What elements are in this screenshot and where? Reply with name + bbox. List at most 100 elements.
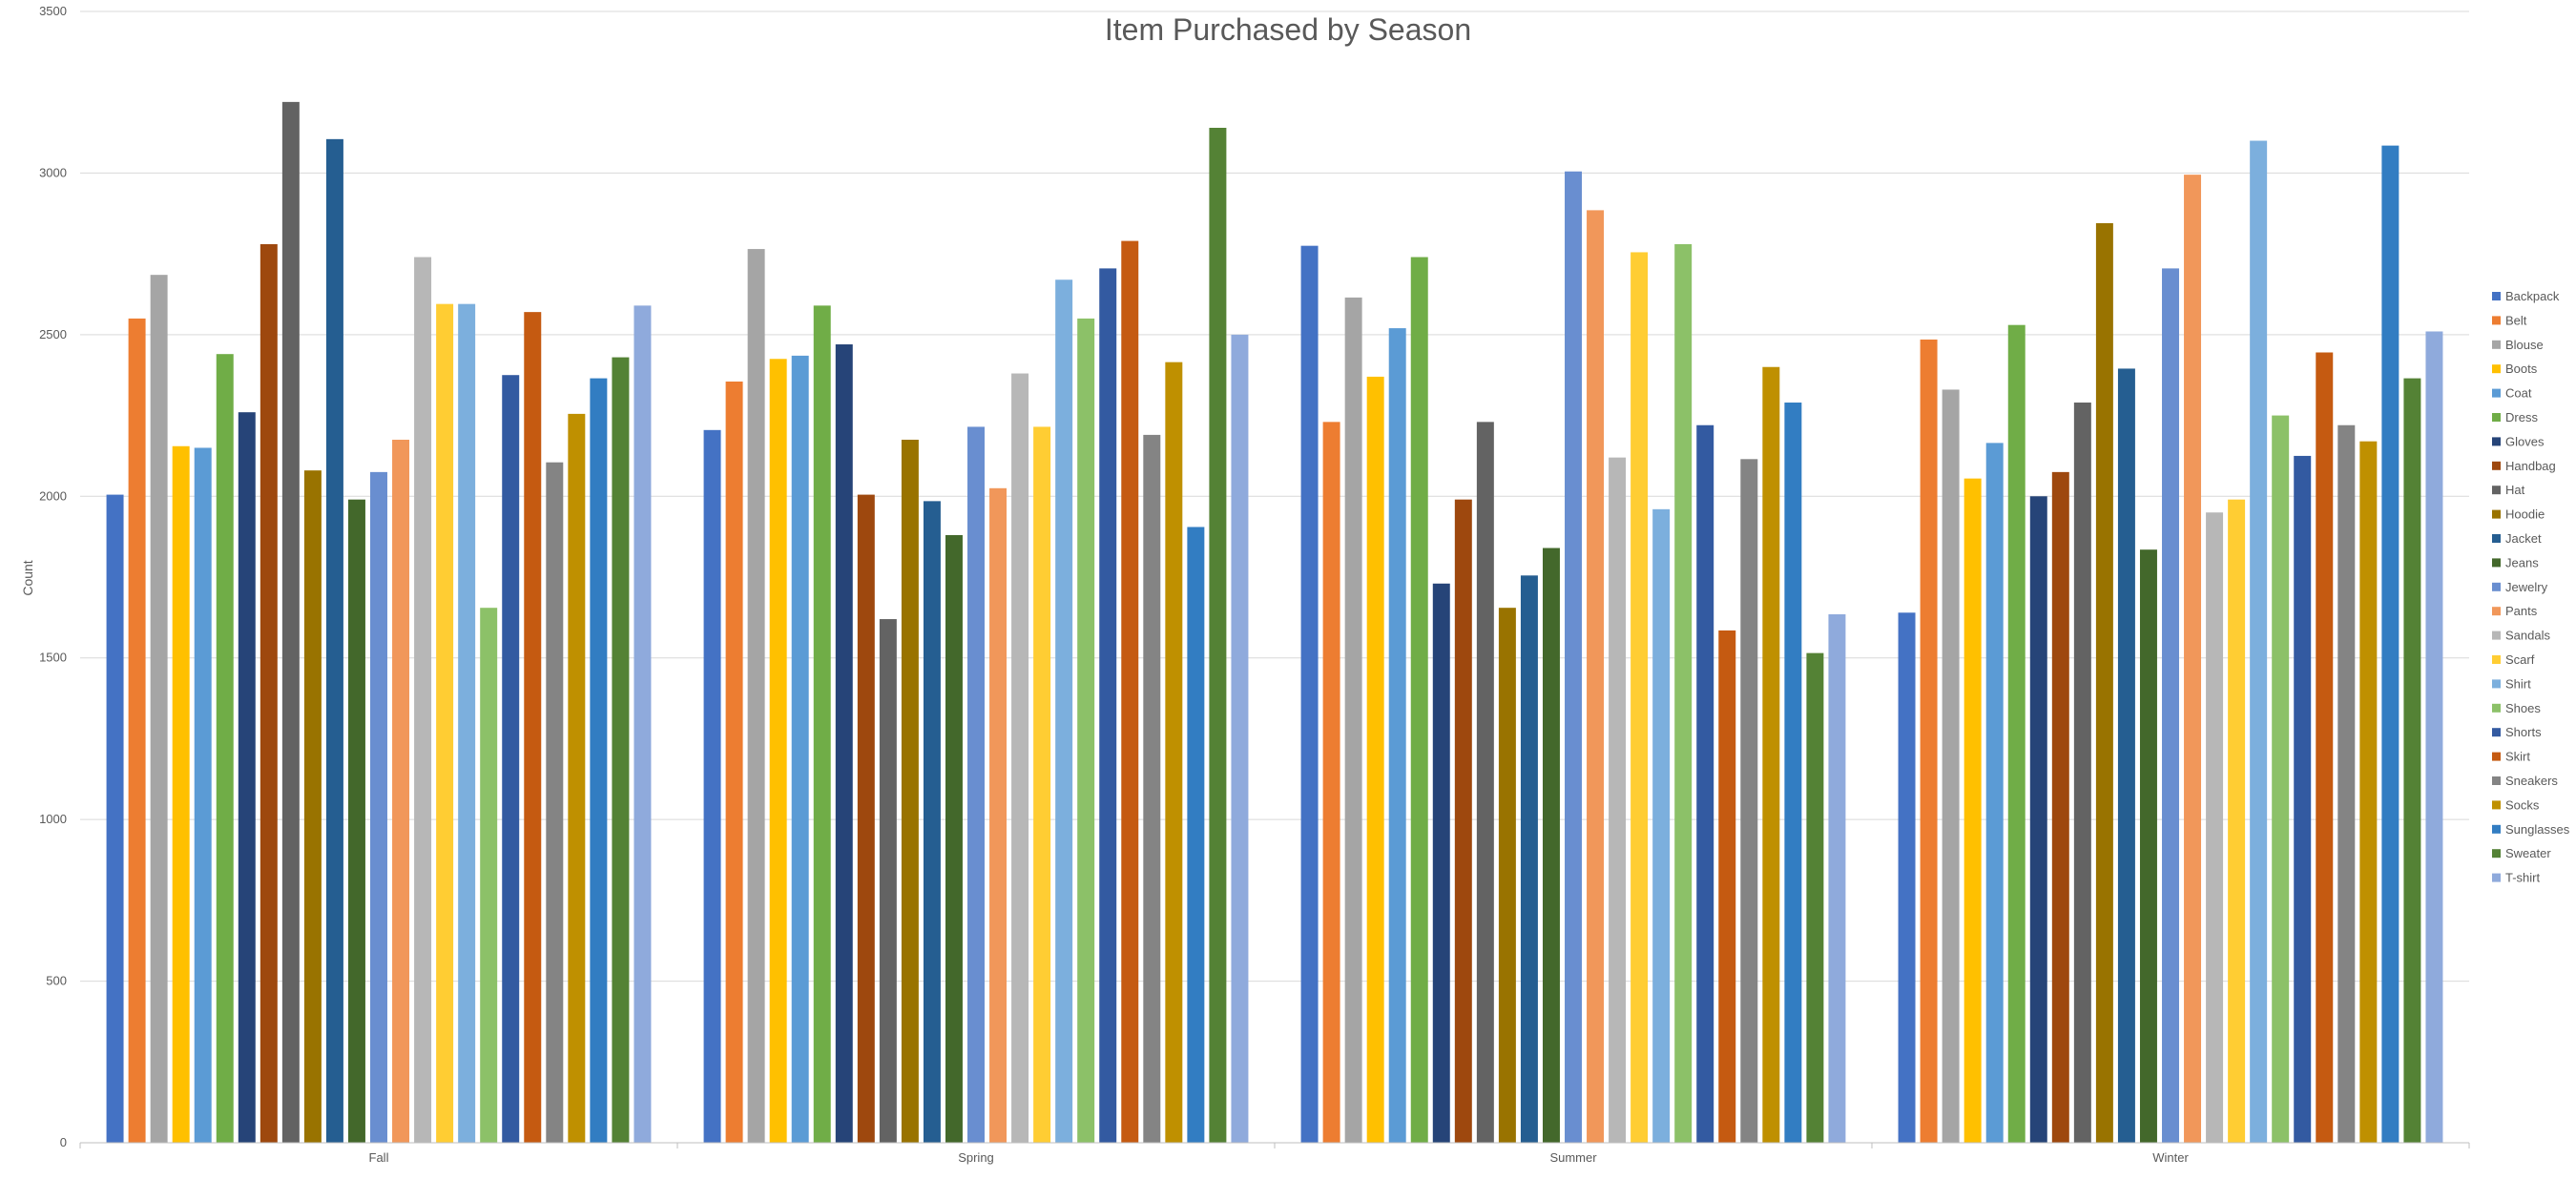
bar-summer-coat [1388,328,1406,1144]
bar-fall-shorts [502,375,520,1143]
x-category-label: Winter [2152,1150,2189,1165]
bar-spring-gloves [835,344,853,1144]
legend-swatch [2492,776,2501,785]
bar-spring-sunglasses [1187,527,1205,1143]
bar-summer-dress [1410,257,1428,1143]
bar-fall-skirt [524,312,542,1143]
legend-label: Jeans [2505,555,2539,569]
bar-winter-blouse [1942,389,1960,1143]
legend-label: T-shirt [2505,871,2541,885]
legend-label: Sneakers [2505,774,2558,788]
bar-spring-sweater [1209,127,1227,1144]
y-tick-label: 1500 [39,651,67,665]
legend-label: Socks [2505,797,2540,812]
bar-spring-pants [989,487,1008,1143]
y-tick-label: 3500 [39,4,67,18]
bar-summer-pants [1587,210,1605,1143]
y-tick-label: 3000 [39,165,67,179]
legend-label: Sunglasses [2505,822,2570,837]
bar-summer-shirt [1652,508,1671,1143]
legend-swatch [2492,486,2501,495]
bar-summer-belt [1322,422,1340,1143]
bar-spring-socks [1165,362,1183,1143]
bar-winter-gloves [2029,496,2047,1143]
axes: 0 500 1000 1500 2000 2500 3000 3500 Fall Spring Su… [39,4,2470,1165]
bar-fall-pants [392,439,410,1143]
legend-swatch [2492,800,2501,810]
legend-label: Sandals [2505,629,2550,643]
bar-fall-sunglasses [590,378,608,1143]
bar-winter-boots [1963,478,1982,1143]
bar-spring-t-shirt [1231,334,1249,1143]
legend-swatch [2492,679,2501,689]
bar-spring-hoodie [901,439,919,1143]
legend-swatch [2492,824,2501,834]
legend-label: Handbag [2505,459,2556,473]
bar-fall-sandals [414,257,432,1143]
bar-winter-backpack [1898,612,1916,1143]
legend-swatch [2492,534,2501,543]
bar-spring-scarf [1033,426,1051,1144]
bar-summer-hat [1476,422,1494,1143]
legend-swatch [2492,316,2501,325]
bar-spring-shorts [1099,268,1117,1143]
legend-swatch [2492,631,2501,640]
bar-winter-belt [1920,339,1938,1143]
bar-summer-t-shirt [1828,613,1846,1143]
legend-label: Hoodie [2505,507,2545,522]
legend-swatch [2492,340,2501,349]
bar-fall-sneakers [546,462,564,1144]
bar-winter-sneakers [2337,424,2356,1143]
bar-fall-handbag [260,243,278,1143]
bar-winter-sandals [2206,512,2224,1143]
bar-winter-coat [1985,443,2004,1144]
bar-spring-jacket [923,501,941,1143]
bar-summer-hoodie [1498,608,1516,1143]
bar-fall-scarf [436,303,454,1143]
legend-swatch [2492,509,2501,519]
legend-swatch [2492,437,2501,446]
x-category-label: Fall [369,1150,389,1165]
bar-spring-boots [769,359,787,1143]
bar-fall-gloves [238,412,256,1143]
bar-winter-skirt [2316,352,2334,1144]
legend-label: Blouse [2505,338,2544,352]
bar-fall-coat [194,447,212,1143]
bar-fall-backpack [106,494,124,1143]
legend-swatch [2492,655,2501,664]
bar-winter-jacket [2117,368,2135,1143]
y-tick-label: 1000 [39,812,67,826]
bar-summer-sneakers [1740,459,1758,1143]
bar-spring-jeans [945,534,963,1143]
bar-spring-jewelry [967,426,985,1144]
bar-fall-jeans [347,499,365,1143]
legend-label: Jacket [2505,531,2542,546]
bar-winter-dress [2007,324,2025,1144]
bar-summer-socks [1762,366,1780,1143]
bar-fall-dress [216,354,234,1143]
bar-spring-backpack [703,429,721,1143]
bar-winter-shorts [2294,455,2312,1143]
bar-fall-hoodie [303,470,322,1144]
x-category-label: Spring [958,1150,994,1165]
bar-summer-shoes [1674,243,1693,1143]
legend-swatch [2492,703,2501,713]
y-tick-label: 2500 [39,327,67,341]
legend-label: Coat [2505,386,2532,401]
bar-fall-t-shirt [634,305,652,1143]
legend-swatch [2492,388,2501,398]
legend-swatch [2492,413,2501,422]
bar-summer-blouse [1344,297,1362,1144]
legend-label: Scarf [2505,652,2535,667]
bar-winter-shoes [2272,415,2290,1144]
bar-fall-socks [568,413,586,1143]
bar-summer-sunglasses [1784,403,1802,1143]
bar-winter-shirt [2250,140,2268,1144]
legend-swatch [2492,728,2501,737]
legend-label: Pants [2505,604,2538,618]
bar-spring-hat [879,619,897,1143]
legend-swatch [2492,607,2501,616]
bar-winter-t-shirt [2425,331,2443,1143]
legend-label: Skirt [2505,750,2530,764]
